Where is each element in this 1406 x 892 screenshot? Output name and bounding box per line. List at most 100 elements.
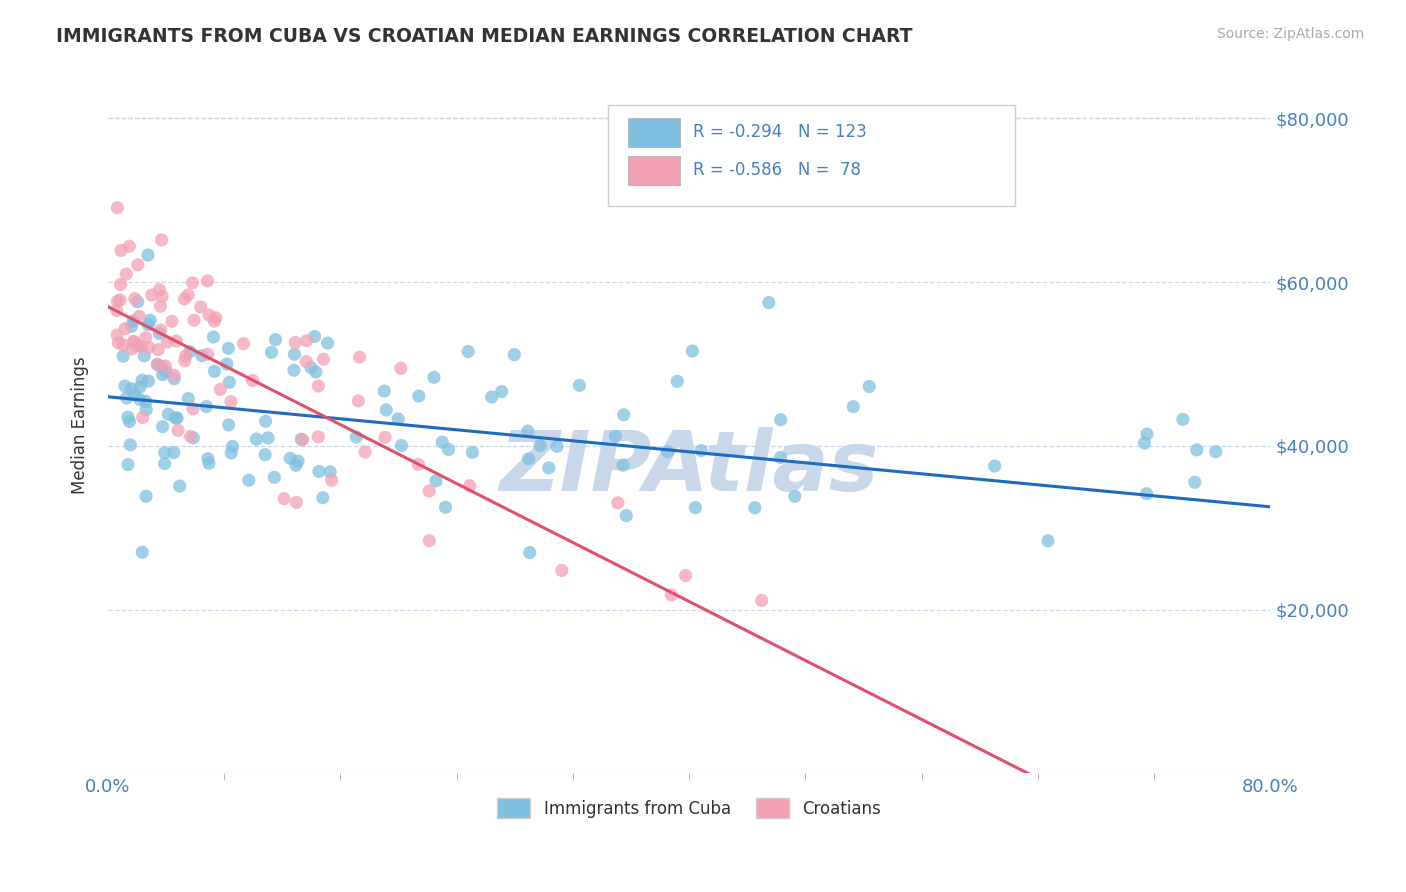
Point: [124, 334, 146, 349]
Point: [135, 489, 157, 503]
Point: [254, 448, 277, 462]
Point: [115, 267, 138, 281]
Point: [285, 495, 308, 509]
Point: [461, 445, 484, 459]
Point: [751, 593, 773, 607]
Point: [118, 415, 141, 429]
Point: [295, 354, 318, 368]
Point: [198, 456, 221, 470]
Point: [458, 479, 481, 493]
Point: [131, 545, 153, 559]
Point: [232, 336, 254, 351]
Point: [197, 274, 219, 288]
Point: [152, 419, 174, 434]
Point: [153, 445, 176, 459]
Point: [758, 295, 780, 310]
Point: [134, 349, 156, 363]
Point: [537, 461, 560, 475]
Point: [319, 465, 342, 479]
Point: [204, 364, 226, 378]
Point: [131, 373, 153, 387]
FancyBboxPatch shape: [627, 118, 681, 147]
Point: [423, 370, 446, 384]
Point: [173, 292, 195, 306]
Point: [519, 546, 541, 560]
Point: [179, 429, 201, 443]
Text: R = -0.586   N =  78: R = -0.586 N = 78: [693, 161, 860, 179]
FancyBboxPatch shape: [607, 105, 1015, 206]
Point: [124, 388, 146, 402]
Point: [198, 308, 221, 322]
Point: [304, 329, 326, 343]
Point: [148, 326, 170, 341]
Point: [148, 343, 170, 357]
Point: [481, 390, 503, 404]
Point: [150, 289, 173, 303]
Point: [316, 336, 339, 351]
Point: [783, 490, 806, 504]
Point: [117, 410, 139, 425]
Point: [110, 244, 132, 258]
Point: [529, 439, 551, 453]
Point: [517, 451, 540, 466]
Point: [197, 347, 219, 361]
Point: [391, 438, 413, 452]
Point: [254, 414, 277, 428]
Point: [169, 479, 191, 493]
Point: [273, 491, 295, 506]
Point: [114, 379, 136, 393]
Point: [105, 201, 128, 215]
Point: [245, 432, 267, 446]
Point: [202, 330, 225, 344]
Point: [432, 435, 454, 450]
Text: R = -0.294   N = 123: R = -0.294 N = 123: [693, 123, 866, 141]
Point: [138, 374, 160, 388]
Point: [114, 322, 136, 336]
Point: [120, 438, 142, 452]
Point: [312, 491, 335, 505]
Point: [612, 458, 634, 472]
Point: [605, 429, 627, 443]
Point: [1184, 475, 1206, 490]
Point: [181, 401, 204, 416]
Point: [308, 465, 330, 479]
Point: [163, 368, 186, 383]
Point: [131, 410, 153, 425]
Point: [283, 363, 305, 377]
Point: [153, 457, 176, 471]
Point: [242, 374, 264, 388]
Point: [690, 443, 713, 458]
Point: [347, 393, 370, 408]
Text: ZIPAtlas: ZIPAtlas: [499, 426, 879, 508]
Legend: Immigrants from Cuba, Croatians: Immigrants from Cuba, Croatians: [491, 792, 887, 824]
Point: [127, 258, 149, 272]
Point: [157, 407, 180, 421]
Point: [284, 335, 307, 350]
Point: [1171, 412, 1194, 426]
Point: [551, 564, 574, 578]
Point: [122, 314, 145, 328]
Point: [107, 335, 129, 350]
Point: [165, 411, 187, 425]
Point: [546, 439, 568, 453]
Point: [842, 400, 865, 414]
Point: [983, 458, 1005, 473]
Point: [425, 474, 447, 488]
Point: [291, 433, 314, 447]
Point: [148, 283, 170, 297]
Point: [307, 379, 329, 393]
Point: [110, 277, 132, 292]
Point: [344, 430, 367, 444]
Point: [437, 442, 460, 457]
Point: [290, 432, 312, 446]
Point: [659, 588, 682, 602]
Point: [408, 389, 430, 403]
Point: [681, 344, 703, 359]
Point: [195, 400, 218, 414]
Point: [354, 445, 377, 459]
Point: [191, 349, 214, 363]
Point: [769, 413, 792, 427]
Point: [112, 338, 135, 352]
Point: [146, 357, 169, 371]
Point: [197, 451, 219, 466]
